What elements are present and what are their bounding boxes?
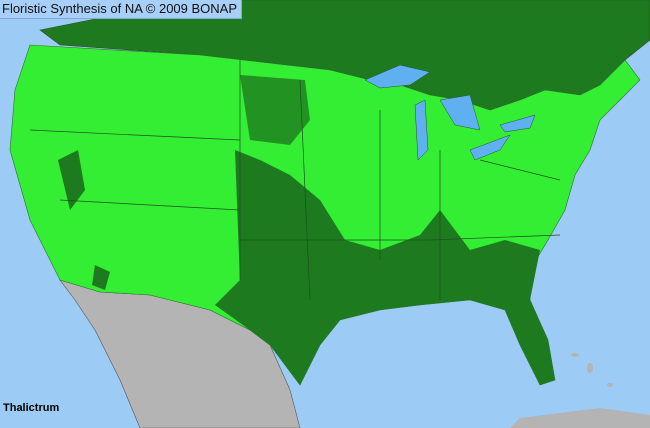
state-boundaries — [29, 60, 561, 301]
arizona-patch — [92, 265, 110, 290]
plains-texas-native-region — [215, 150, 555, 385]
dakotas-native-region — [240, 75, 310, 145]
taxon-label: Thalictrum — [3, 402, 60, 414]
cuba-region — [510, 408, 650, 428]
great-lakes — [364, 64, 536, 161]
california-patch — [58, 150, 85, 210]
bahamas — [571, 353, 613, 387]
map-title: Floristic Synthesis of NA © 2009 BONAP — [0, 0, 243, 19]
